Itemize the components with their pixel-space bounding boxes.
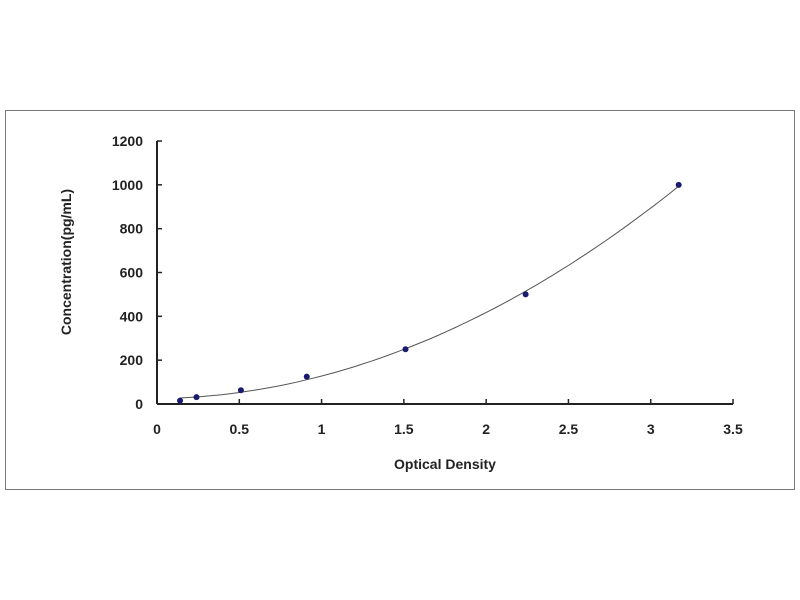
x-tick-label: 1.5 [394,421,414,437]
chart-frame [5,110,795,490]
y-tick-label: 1000 [112,177,143,193]
y-tick-label: 200 [120,352,144,368]
x-tick-label: 2 [482,421,490,437]
y-tick-label: 0 [135,396,143,412]
x-tick-label: 1 [318,421,326,437]
data-point [675,181,682,188]
x-tick-label: 3.5 [723,421,743,437]
y-tick-label: 600 [120,265,144,281]
data-point [303,373,310,380]
x-tick-label: 0.5 [230,421,250,437]
data-point [237,387,244,394]
y-tick-label: 800 [120,221,144,237]
x-tick-label: 3 [647,421,655,437]
data-point [522,291,529,298]
data-point [402,346,409,353]
x-tick-label: 2.5 [559,421,579,437]
y-tick-label: 400 [120,308,144,324]
y-tick-label: 1200 [112,133,143,149]
fit-curve [179,185,680,399]
data-point [177,397,184,404]
x-axis-label: Optical Density [394,456,496,472]
y-axis-label: Concentration(pg/mL) [58,189,74,335]
data-point [193,394,200,401]
x-tick-label: 0 [153,421,161,437]
